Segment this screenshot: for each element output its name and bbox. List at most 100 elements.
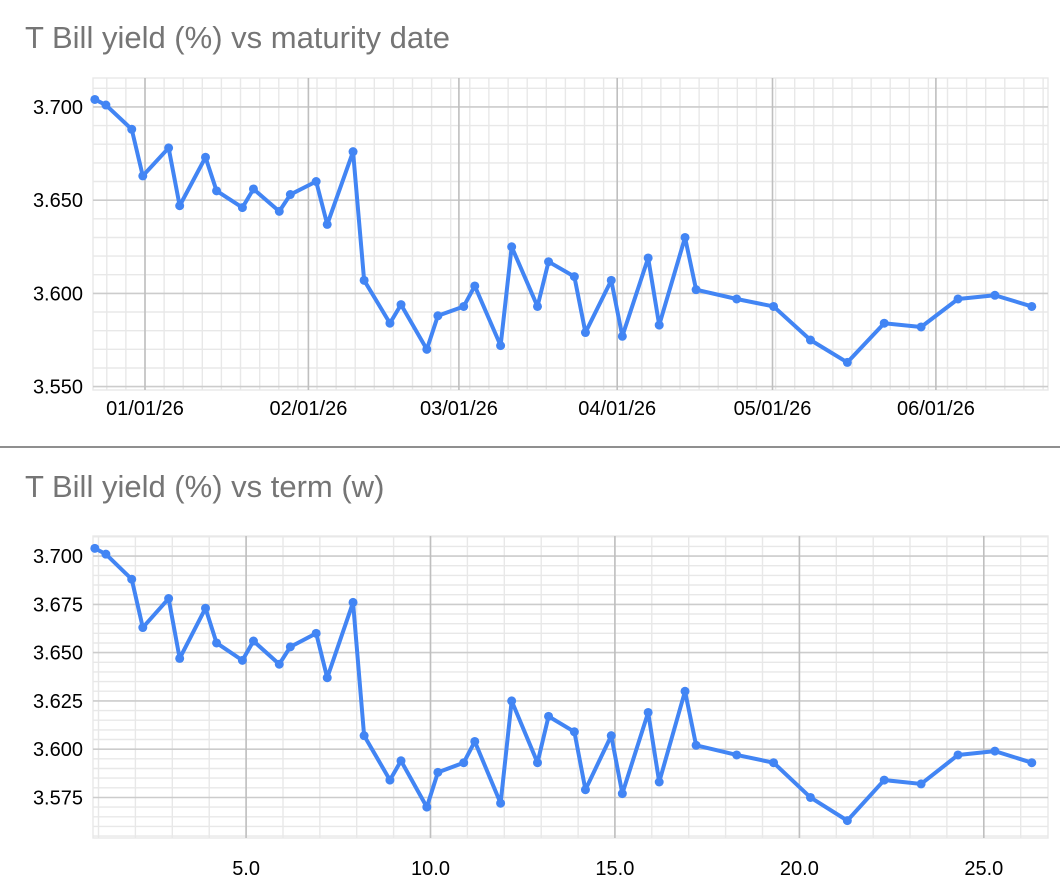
data-point[interactable]: [842, 816, 852, 826]
data-point[interactable]: [580, 328, 590, 338]
data-point[interactable]: [691, 285, 701, 295]
x-tick-label: 05/01/26: [734, 398, 812, 420]
data-point[interactable]: [769, 758, 779, 768]
data-point[interactable]: [617, 331, 627, 341]
x-tick-label: 20.0: [780, 858, 819, 880]
y-tick-label: 3.550: [33, 377, 83, 399]
data-point[interactable]: [691, 740, 701, 750]
data-point[interactable]: [732, 294, 742, 304]
data-point[interactable]: [1027, 758, 1037, 768]
data-point[interactable]: [164, 143, 174, 153]
data-point[interactable]: [842, 357, 852, 367]
data-point[interactable]: [248, 636, 258, 646]
data-point[interactable]: [285, 642, 295, 652]
data-point[interactable]: [422, 802, 432, 812]
data-point[interactable]: [359, 275, 369, 285]
chart-yield-vs-maturity-date[interactable]: T Bill yield (%) vs maturity date 3.550 3…: [0, 0, 1060, 446]
x-tick-label: 02/01/26: [269, 398, 347, 420]
data-point[interactable]: [507, 242, 517, 252]
x-tick-label: 03/01/26: [420, 398, 498, 420]
data-point[interactable]: [322, 219, 332, 229]
data-point[interactable]: [569, 727, 579, 737]
data-point[interactable]: [606, 275, 616, 285]
data-point[interactable]: [990, 290, 1000, 300]
data-point[interactable]: [175, 653, 185, 663]
data-point[interactable]: [916, 322, 926, 332]
data-point[interactable]: [127, 124, 137, 134]
data-point[interactable]: [879, 318, 889, 328]
y-tick-label: 3.675: [33, 594, 83, 616]
data-point[interactable]: [470, 281, 480, 291]
data-point[interactable]: [359, 731, 369, 741]
data-point[interactable]: [433, 311, 443, 321]
data-point[interactable]: [322, 673, 332, 683]
data-point[interactable]: [274, 659, 284, 669]
data-point[interactable]: [544, 711, 554, 721]
data-point[interactable]: [311, 628, 321, 638]
data-point[interactable]: [274, 206, 284, 216]
data-point[interactable]: [643, 253, 653, 263]
data-point[interactable]: [680, 686, 690, 696]
data-point[interactable]: [138, 623, 148, 633]
data-point[interactable]: [643, 707, 653, 717]
data-point[interactable]: [569, 272, 579, 282]
yield-vs-term-plot: 3.575 3.600 3.625 3.650 3.675 3.700 5.0 10.0 15.…: [33, 535, 1049, 880]
data-point[interactable]: [422, 344, 432, 354]
data-point[interactable]: [433, 767, 443, 777]
data-point[interactable]: [805, 335, 815, 345]
chart-yield-vs-term[interactable]: T Bill yield (%) vs term (w) 3.575 3.600 3…: [0, 449, 1060, 890]
data-point[interactable]: [580, 785, 590, 795]
data-point[interactable]: [496, 341, 506, 351]
data-point[interactable]: [101, 549, 111, 559]
data-point[interactable]: [879, 775, 889, 785]
data-point[interactable]: [654, 777, 664, 787]
data-point[interactable]: [101, 100, 111, 110]
data-point[interactable]: [164, 594, 174, 604]
data-point[interactable]: [237, 203, 247, 213]
data-point[interactable]: [248, 184, 258, 194]
data-point[interactable]: [201, 152, 210, 162]
data-point[interactable]: [769, 301, 779, 311]
series-line: [92, 546, 1034, 823]
data-point[interactable]: [212, 638, 222, 648]
data-point[interactable]: [90, 94, 100, 104]
data-point[interactable]: [805, 792, 815, 802]
data-point[interactable]: [396, 300, 406, 310]
data-point[interactable]: [654, 320, 664, 330]
chart-title: T Bill yield (%) vs maturity date: [25, 20, 450, 55]
data-point[interactable]: [916, 779, 926, 789]
data-point[interactable]: [201, 603, 210, 613]
data-point[interactable]: [311, 177, 321, 186]
data-point[interactable]: [385, 318, 395, 328]
data-point[interactable]: [385, 775, 395, 785]
data-point[interactable]: [348, 597, 358, 607]
data-point[interactable]: [606, 731, 616, 741]
data-point[interactable]: [459, 758, 469, 768]
data-point[interactable]: [953, 750, 963, 760]
data-point[interactable]: [1027, 301, 1037, 311]
data-point[interactable]: [348, 147, 358, 157]
data-point[interactable]: [90, 543, 100, 553]
data-point[interactable]: [732, 750, 742, 760]
data-point[interactable]: [459, 301, 469, 311]
data-point[interactable]: [396, 756, 406, 766]
data-point[interactable]: [953, 294, 963, 304]
data-point[interactable]: [175, 201, 185, 211]
data-point[interactable]: [544, 257, 554, 267]
data-point[interactable]: [470, 736, 480, 746]
data-point[interactable]: [127, 574, 137, 584]
data-point[interactable]: [507, 696, 517, 706]
y-tick-label: 3.650: [33, 643, 83, 665]
data-point[interactable]: [237, 655, 247, 665]
data-point[interactable]: [496, 798, 506, 808]
plot-border: [92, 535, 1049, 839]
data-point[interactable]: [532, 301, 542, 311]
data-point[interactable]: [990, 746, 1000, 756]
data-point[interactable]: [617, 789, 627, 799]
data-point[interactable]: [680, 232, 690, 242]
data-point[interactable]: [285, 190, 295, 200]
data-point[interactable]: [532, 758, 542, 768]
data-point[interactable]: [138, 171, 148, 181]
x-tick-label: 15.0: [595, 858, 634, 880]
data-point[interactable]: [212, 186, 222, 196]
